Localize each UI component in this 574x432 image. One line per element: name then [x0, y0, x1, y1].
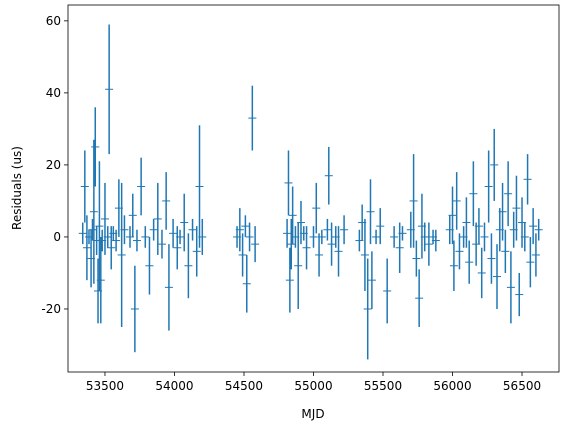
x-tick-label: 56000 — [433, 379, 471, 393]
y-axis-label: Residuals (us) — [10, 146, 24, 230]
x-tick-label: 56500 — [503, 379, 541, 393]
x-tick-label: 55500 — [364, 379, 402, 393]
x-axis-label: MJD — [301, 407, 324, 421]
y-tick-label: 40 — [46, 86, 61, 100]
x-tick-label: 53500 — [86, 379, 124, 393]
y-tick-label: 60 — [46, 14, 61, 28]
x-tick-label: 54500 — [225, 379, 263, 393]
y-tick-label: 20 — [46, 158, 61, 172]
x-tick-label: 55000 — [294, 379, 332, 393]
y-tick-label: -20 — [41, 302, 61, 316]
x-tick-label: 54000 — [155, 379, 193, 393]
y-tick-label: 0 — [53, 230, 61, 244]
